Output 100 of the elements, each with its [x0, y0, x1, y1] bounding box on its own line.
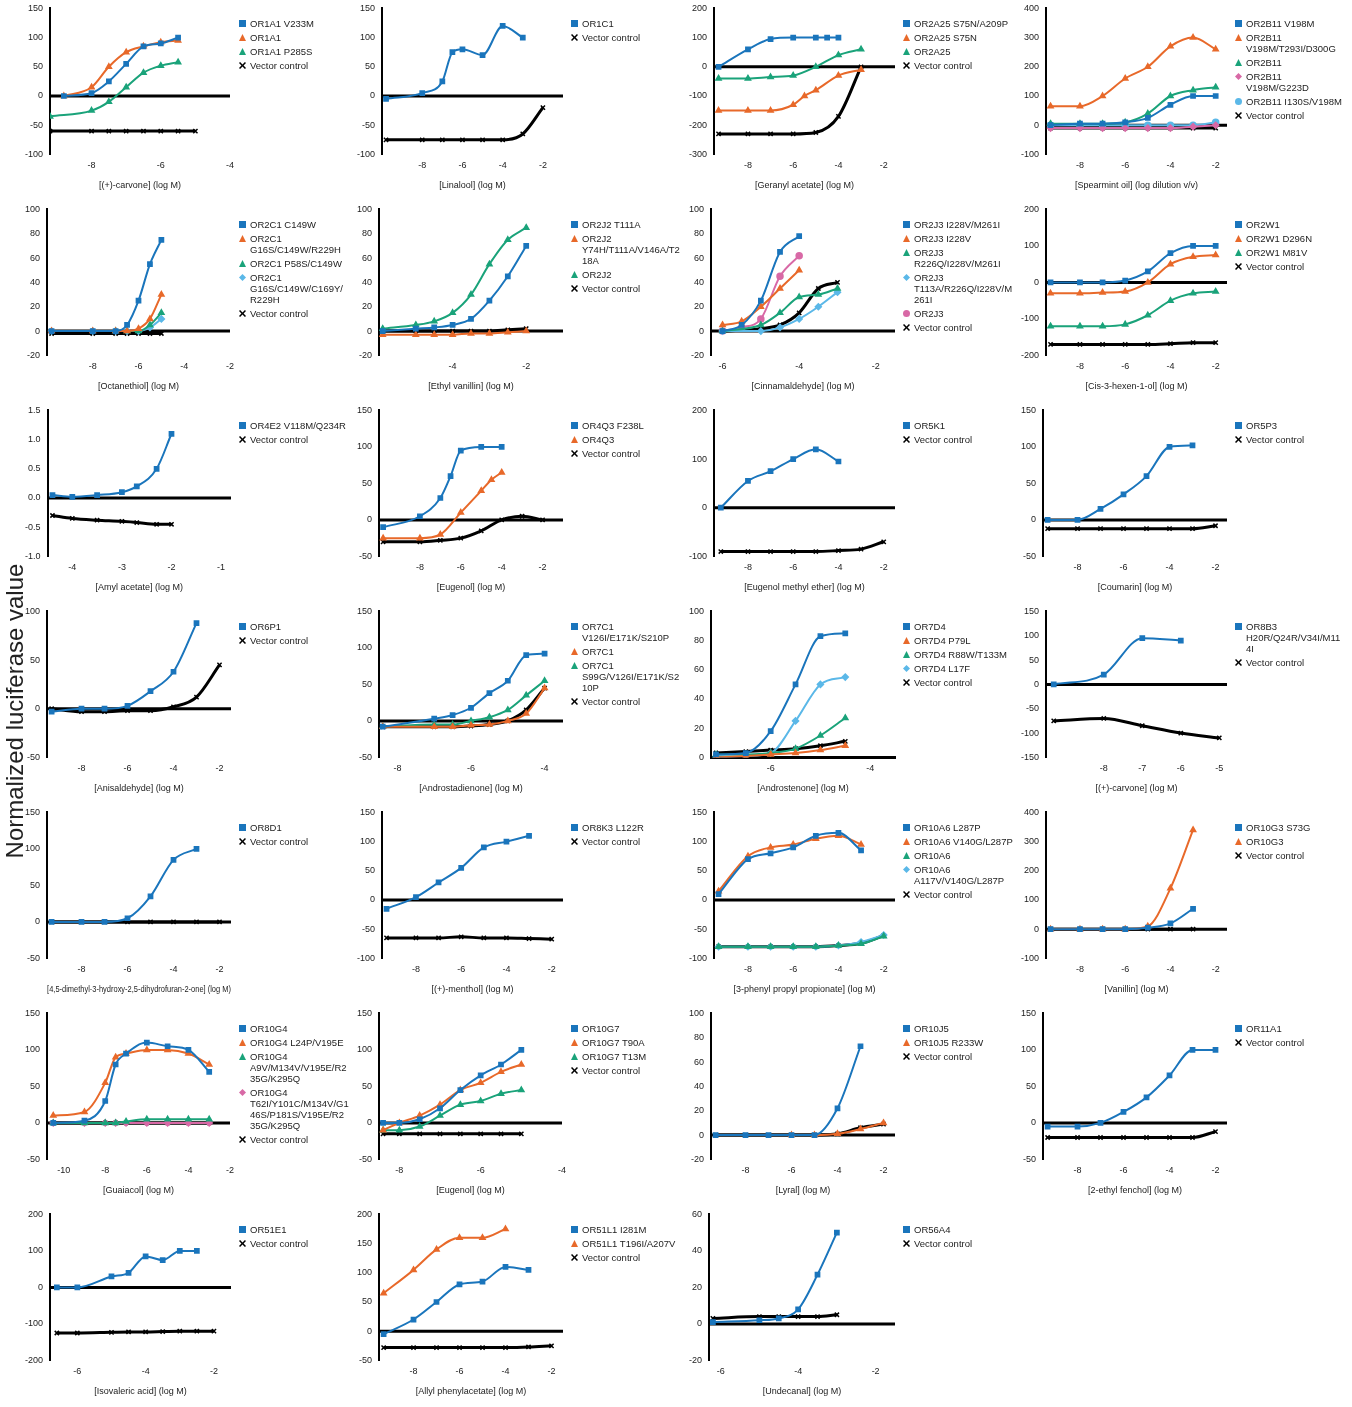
- y-tick-label: 0: [38, 1281, 44, 1292]
- y-tick-label: -1.0: [24, 550, 41, 561]
- y-tick-label: 100: [24, 1044, 41, 1055]
- x-tick-label: -2: [225, 361, 235, 372]
- x-tick-label: -4: [1166, 964, 1175, 975]
- legend-label: Vector control: [582, 32, 641, 43]
- y-tick-label: 0: [367, 325, 373, 336]
- x-tick-label: -3: [117, 562, 126, 573]
- x-axis-title: [4,5-dimethyl-3-hydroxy-2,5-dihydrofuran-2-one] (log M): [47, 984, 232, 995]
- legend-label: OR10J5: [914, 1023, 949, 1034]
- x-tick-label: -8: [77, 964, 86, 975]
- legend-label: OR2W1 M81V: [1246, 247, 1308, 258]
- legend-label: OR4E2 V118M/Q234R: [250, 420, 346, 431]
- y-tick-label: 100: [356, 203, 373, 214]
- legend-label: Vector control: [250, 434, 309, 445]
- legend-label: OR7D4 R88W/T133M: [914, 649, 1007, 660]
- y-tick-label: 1.0: [27, 434, 41, 445]
- y-tick-label: 200: [1023, 61, 1040, 72]
- x-tick-label: -8: [418, 160, 427, 171]
- legend-label: Vector control: [250, 836, 309, 847]
- y-tick-label: -50: [359, 1354, 373, 1365]
- x-tick-label: -4: [448, 361, 457, 372]
- y-tick-label: 80: [30, 228, 41, 239]
- y-tick-label: 50: [362, 678, 373, 689]
- x-axis-title: [Cinnamaldehyde] (log M): [751, 381, 855, 392]
- legend-label: Vector control: [1246, 657, 1305, 668]
- x-tick-label: -8: [1075, 160, 1084, 171]
- x-tick-label: -2: [879, 1165, 888, 1176]
- legend-label: OR10G3 S73G: [1246, 822, 1311, 833]
- y-tick-label: 200: [1023, 865, 1040, 876]
- x-axis-title: [Cis-3-hexen-1-ol] (log M): [1085, 381, 1188, 392]
- legend-label: Vector control: [582, 283, 641, 294]
- y-tick-label: -50: [359, 550, 373, 561]
- y-tick-label: 100: [691, 453, 708, 464]
- legend-label: OR10G3: [1246, 836, 1284, 847]
- y-tick-label: -100: [1021, 727, 1040, 738]
- legend-label: OR2J2 T111A: [582, 219, 641, 230]
- legend-label: Vector control: [914, 1238, 973, 1249]
- y-tick-label: -100: [1021, 313, 1040, 324]
- y-tick-label: 20: [30, 301, 41, 312]
- x-axis-title: [Geranyl acetate] (log M): [754, 180, 855, 191]
- y-tick-label: 50: [362, 477, 373, 488]
- x-axis-title: [(+)-carvone] (log M): [1095, 783, 1178, 794]
- y-tick-label: 200: [356, 1208, 373, 1219]
- y-tick-label: 200: [691, 2, 708, 13]
- y-tick-label: 60: [30, 252, 41, 263]
- x-axis-title: [(+)-menthol] (log M): [431, 984, 514, 995]
- x-tick-label: -6: [142, 1165, 151, 1176]
- legend-label: Vector control: [1246, 261, 1305, 272]
- y-tick-label: 200: [691, 404, 708, 415]
- x-tick-label: -8: [1073, 562, 1082, 573]
- y-tick-label: 50: [365, 865, 376, 876]
- x-tick-label: -6: [1119, 1165, 1128, 1176]
- x-tick-label: -2: [215, 763, 224, 774]
- y-tick-label: -150: [1021, 751, 1040, 762]
- legend-label: OR2J3: [914, 308, 944, 319]
- y-tick-label: 80: [694, 228, 705, 239]
- y-tick-label: 50: [362, 1080, 373, 1091]
- x-tick-label: -6: [455, 1366, 464, 1377]
- y-tick-label: 80: [694, 635, 705, 646]
- y-tick-label: -50: [27, 751, 41, 762]
- y-tick-label: 50: [1026, 1080, 1037, 1091]
- y-tick-label: 150: [27, 2, 44, 13]
- x-tick-label: -6: [134, 361, 143, 372]
- y-tick-label: 0: [699, 751, 705, 762]
- x-tick-label: -6: [123, 964, 132, 975]
- legend-label: OR51L1 I281M: [582, 1224, 647, 1235]
- y-tick-label: -50: [362, 119, 376, 130]
- x-axis-title: [3-phenyl propyl propionate] (log M): [733, 984, 876, 995]
- y-tick-label: 400: [1023, 2, 1040, 13]
- y-tick-label: 100: [356, 441, 373, 452]
- y-tick-label: 100: [1023, 240, 1040, 251]
- y-tick-label: 60: [694, 1056, 705, 1067]
- x-tick-label: -4: [540, 763, 549, 774]
- legend-label: OR2J3 T113A/R226Q/I228V/M261I: [914, 272, 1013, 305]
- y-tick-label: 0: [35, 1117, 41, 1128]
- x-tick-label: -2: [879, 562, 888, 573]
- y-tick-label: 100: [356, 1267, 373, 1278]
- y-tick-label: 0: [367, 1117, 373, 1128]
- y-tick-label: 0: [696, 1318, 703, 1329]
- x-tick-label: -6: [766, 763, 775, 774]
- x-tick-label: -4: [794, 1366, 803, 1377]
- y-tick-label: 100: [27, 32, 44, 43]
- legend-label: Vector control: [914, 434, 973, 445]
- x-axis-title: [Allyl phenylacetate] (log M): [415, 1386, 527, 1397]
- legend-label: Vector control: [914, 322, 973, 333]
- x-tick-label: -2: [547, 1366, 556, 1377]
- y-tick-label: 40: [362, 276, 373, 287]
- x-tick-label: -8: [101, 1165, 110, 1176]
- legend-label: OR10G7 T13M: [582, 1051, 647, 1062]
- legend-label: OR7D4 P79L: [914, 635, 971, 646]
- legend-label: OR10G4 T62I/Y101C/M134V/G146S/P181S/V195E/R235G/K295Q: [250, 1087, 349, 1131]
- x-tick-label: -2: [879, 160, 888, 171]
- x-tick-label: -8: [411, 964, 420, 975]
- legend-label: OR5K1: [914, 420, 946, 431]
- legend-label: OR11A1: [1246, 1023, 1282, 1034]
- y-tick-label: 40: [694, 1080, 705, 1091]
- y-tick-label: 100: [359, 836, 376, 847]
- legend-label: OR8D1: [250, 822, 282, 833]
- x-tick-label: -8: [743, 964, 752, 975]
